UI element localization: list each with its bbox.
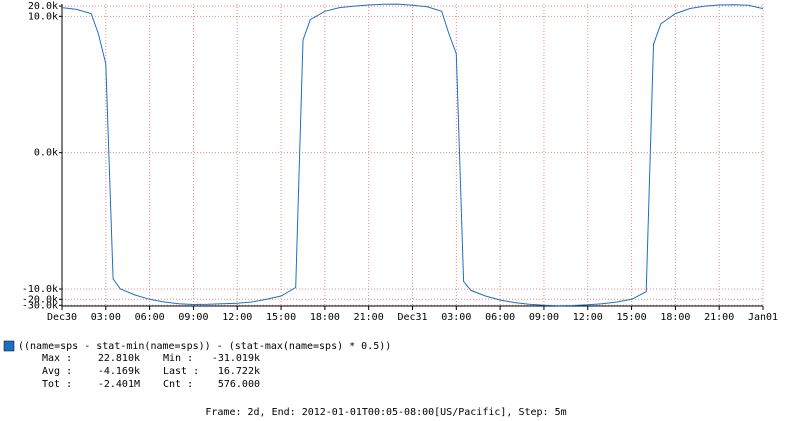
stat-value: -2.401M <box>98 379 140 390</box>
y-tick-label: 20.0k <box>28 1 58 12</box>
x-tick-label: 06:00 <box>485 312 515 323</box>
x-tick-label: 12:00 <box>222 312 252 323</box>
stat-label: Max : <box>42 353 72 364</box>
stat-value: 576.000 <box>218 379 260 390</box>
x-tick-label: 12:00 <box>573 312 603 323</box>
x-tick-label: 21:00 <box>704 312 734 323</box>
stat-label: Avg : <box>42 366 72 377</box>
x-tick-label: 03:00 <box>91 312 121 323</box>
stat-label: Min : <box>163 353 193 364</box>
x-tick-label: Dec31 <box>397 312 427 323</box>
stat-label: Last : <box>163 366 199 377</box>
x-tick-label: 15:00 <box>266 312 296 323</box>
x-tick-label: 09:00 <box>178 312 208 323</box>
x-tick-label: Jan01 <box>748 312 778 323</box>
x-tick-label: 09:00 <box>529 312 559 323</box>
stat-value: -4.169k <box>98 366 140 377</box>
stat-label: Tot : <box>42 379 72 390</box>
legend-swatch <box>3 340 15 352</box>
y-tick-label: -20.0k <box>22 294 58 305</box>
x-tick-label: 21:00 <box>354 312 384 323</box>
footer: Frame: 2d, End: 2012-01-01T00:05-08:00[U… <box>205 407 566 418</box>
x-tick-label: 06:00 <box>135 312 165 323</box>
x-tick-label: Dec30 <box>47 312 77 323</box>
x-tick-label: 03:00 <box>441 312 471 323</box>
stat-value: 22.810k <box>98 353 140 364</box>
y-tick-label: 10.0k <box>28 11 58 22</box>
series-line <box>61 3 764 307</box>
legend-label: ((name=sps - stat-min(name=sps)) - (stat… <box>18 341 391 352</box>
y-tick-label: -10.0k <box>22 284 58 295</box>
stat-value: -31.019k <box>212 353 260 364</box>
y-tick-label: 0.0k <box>34 148 58 159</box>
stat-label: Cnt : <box>163 379 193 390</box>
y-tick-label: -30.0k <box>22 300 58 311</box>
x-tick-label: 15:00 <box>617 312 647 323</box>
x-tick-label: 18:00 <box>660 312 690 323</box>
x-tick-label: 18:00 <box>310 312 340 323</box>
stat-value: 16.722k <box>218 366 260 377</box>
